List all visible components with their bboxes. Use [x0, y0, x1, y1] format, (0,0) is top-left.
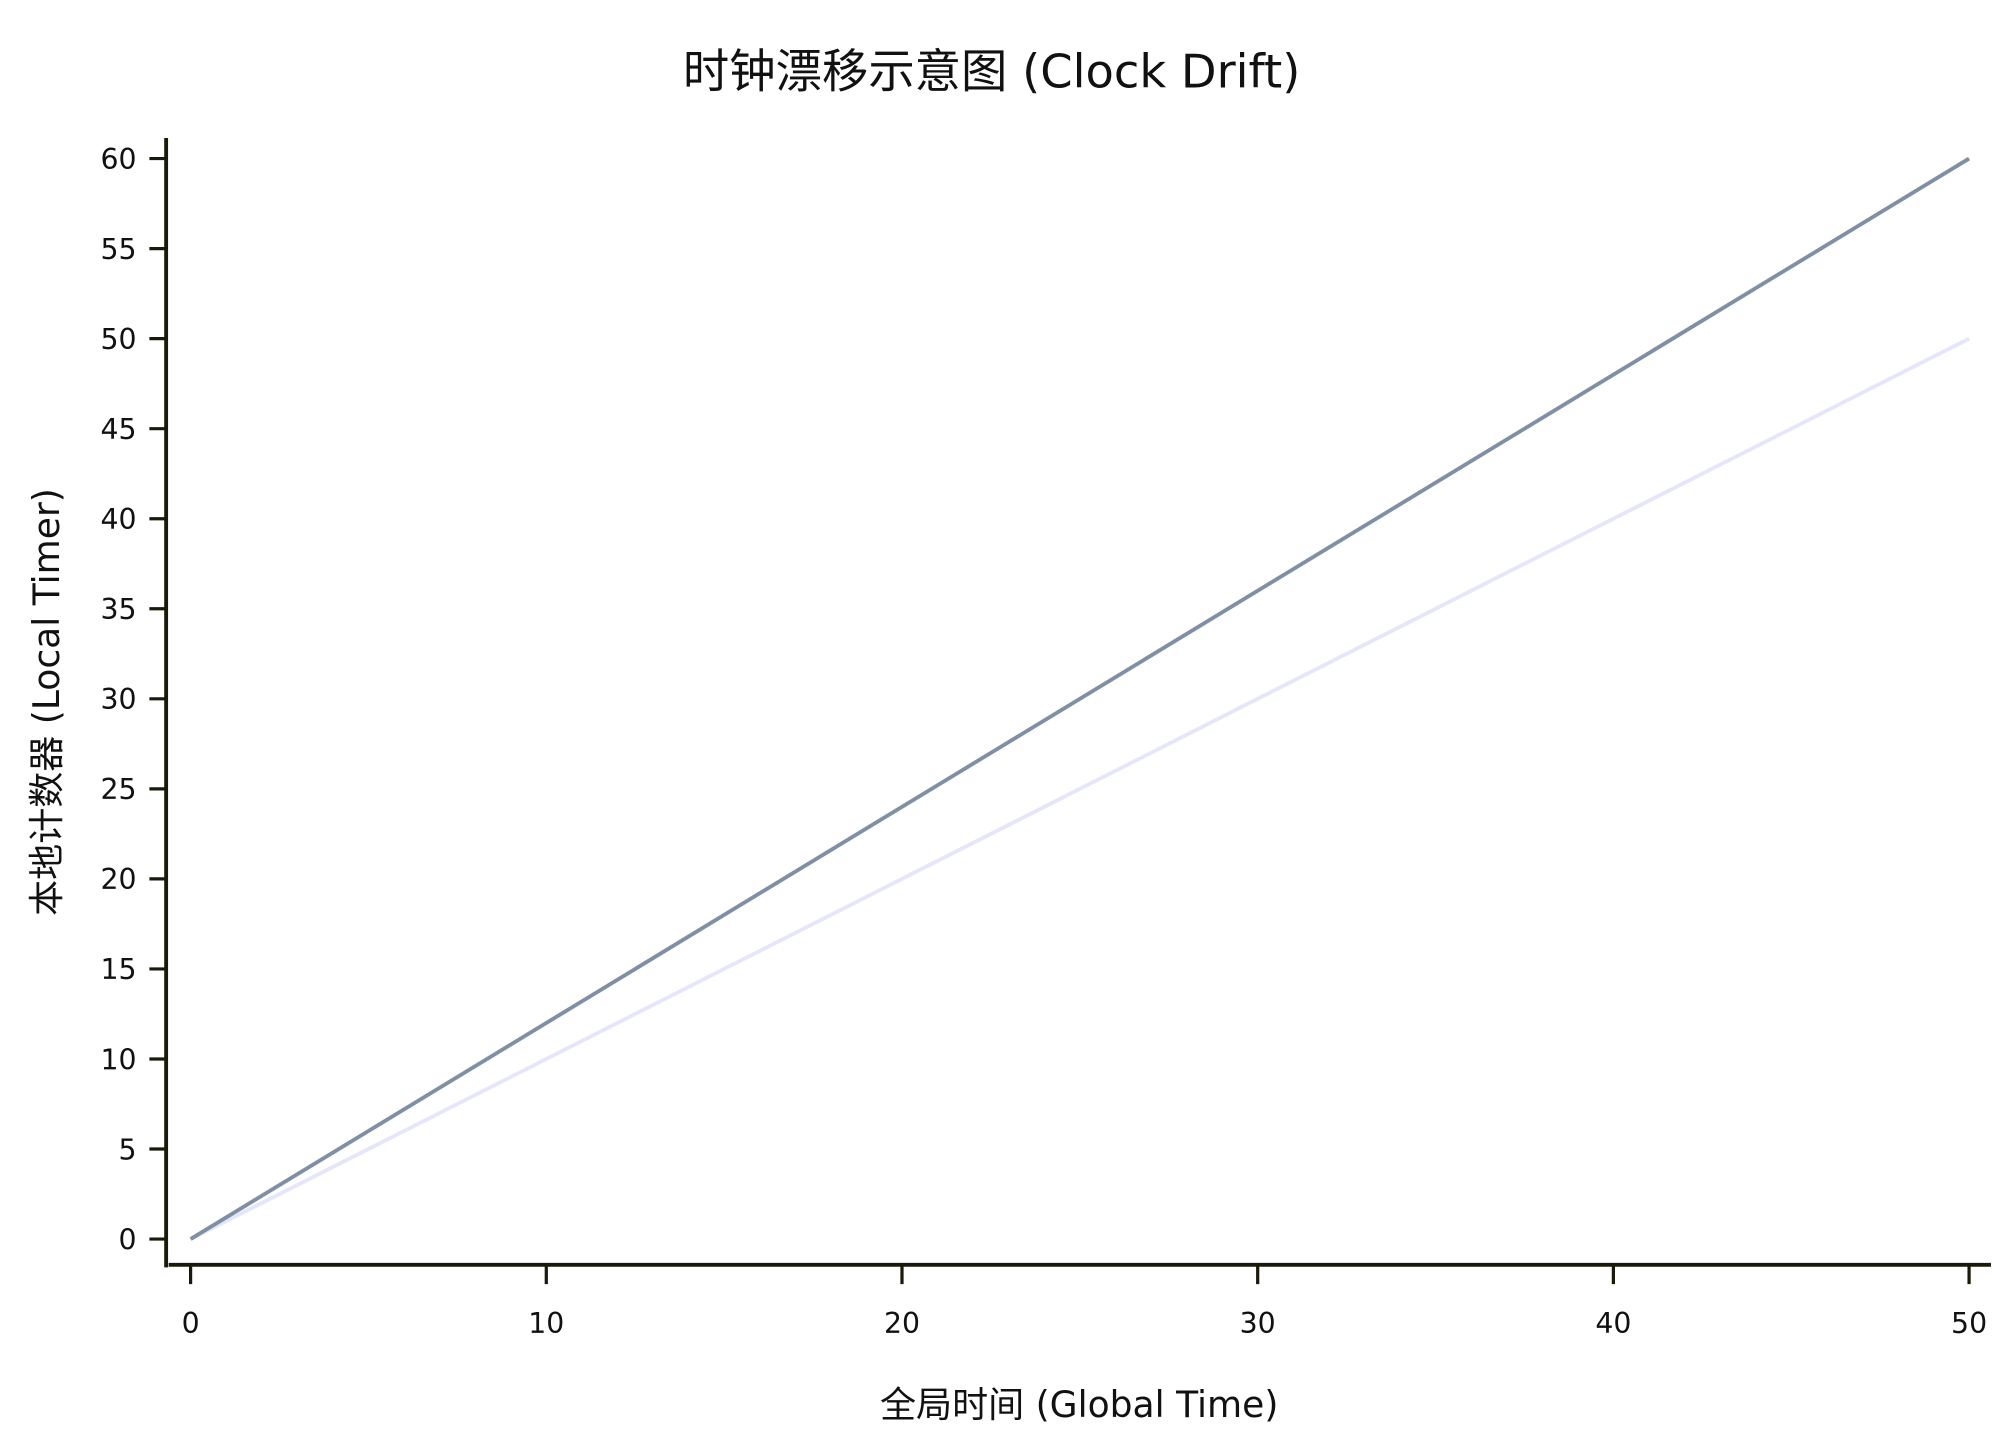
y-tick-label: 60 [100, 143, 136, 176]
y-ticks: 0 5 10 15 20 25 30 35 40 45 50 55 60 [100, 143, 167, 1256]
x-ticks: 0 10 20 30 40 50 [182, 1266, 1987, 1340]
y-tick-label: 20 [100, 863, 136, 896]
chart-title: 时钟漂移示意图 (Clock Drift) [683, 45, 1300, 99]
x-axis-label: 全局时间 (Global Time) [880, 1384, 1278, 1426]
y-tick-label: 25 [100, 773, 136, 806]
series-line-1 [189, 336, 1970, 1241]
y-tick-label: 45 [100, 413, 136, 446]
y-tick-label: 10 [100, 1043, 136, 1076]
x-tick-label: 30 [1240, 1307, 1276, 1340]
plot-area [189, 156, 1971, 1241]
x-tick-label: 20 [884, 1307, 920, 1340]
x-tick-label: 50 [1951, 1307, 1987, 1340]
y-tick-label: 5 [118, 1133, 136, 1166]
y-tick-label: 15 [100, 953, 136, 986]
y-tick-label: 50 [100, 323, 136, 356]
x-tick-label: 40 [1595, 1307, 1631, 1340]
y-tick-label: 35 [100, 593, 136, 626]
y-tick-label: 30 [100, 683, 136, 716]
y-tick-label: 40 [100, 503, 136, 536]
y-tick-label: 55 [100, 233, 136, 266]
series-line-0 [189, 156, 1971, 1241]
x-tick-label: 0 [182, 1307, 200, 1340]
y-axis-label: 本地计数器 (Local Timer) [26, 488, 68, 916]
x-tick-label: 10 [528, 1307, 564, 1340]
y-tick-label: 0 [118, 1223, 136, 1256]
